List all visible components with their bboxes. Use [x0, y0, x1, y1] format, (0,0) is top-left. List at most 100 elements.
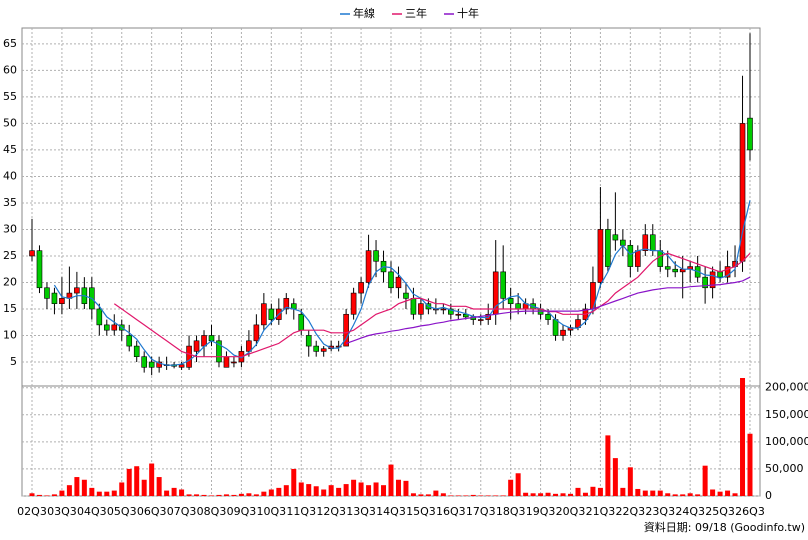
volume-bar [44, 495, 50, 496]
volume-bar [238, 493, 244, 496]
volume-bar [493, 495, 499, 496]
candle-body [418, 303, 424, 315]
x-tick-label: 25Q3 [705, 505, 735, 518]
y2-tick-label: 50,000 [765, 462, 804, 475]
x-tick-label: 23Q3 [645, 505, 675, 518]
y2-tick-label: 150,000 [765, 408, 808, 421]
volume-bar [313, 486, 319, 496]
volume-bar [597, 487, 603, 496]
y-tick-label: 40 [3, 169, 17, 182]
y-tick-label: 60 [3, 63, 17, 76]
candle-body [724, 266, 731, 278]
volume-bar [530, 493, 536, 496]
volume-bar [261, 491, 267, 496]
candle-body [283, 298, 290, 310]
volume-bar [582, 492, 588, 496]
candle-body [395, 276, 402, 289]
volume-bar [515, 473, 521, 496]
volume-bar [448, 495, 454, 496]
candle-body [29, 250, 35, 257]
candle-body [96, 308, 103, 326]
volume-bar [89, 487, 95, 496]
candle-body [388, 271, 394, 289]
volume-bar [306, 484, 312, 496]
volume-bar [66, 485, 72, 496]
volume-bar [381, 485, 387, 496]
volume-bar [74, 477, 80, 496]
volume-bar [440, 493, 446, 496]
x-tick-label: 04Q3 [77, 505, 107, 518]
volume-bar [388, 464, 394, 496]
y2-tick-label: 200,000 [765, 381, 808, 394]
candle-body [156, 361, 162, 368]
candle-body [208, 335, 215, 342]
x-tick-label: 24Q3 [675, 505, 705, 518]
x-tick-label: 15Q3 [406, 505, 436, 518]
y-tick-label: 15 [3, 302, 17, 315]
volume-bar [702, 465, 708, 496]
candle-body [231, 361, 237, 364]
volume-bar [171, 487, 177, 496]
volume-bar [725, 490, 731, 496]
volume-bar [149, 463, 155, 496]
volume-bar [366, 485, 372, 496]
volume-bar [156, 477, 162, 496]
candle-body [74, 287, 80, 294]
volume-bar [717, 491, 723, 496]
volume-bar [665, 493, 671, 496]
volume-bar [283, 485, 289, 496]
volume-bar [291, 468, 297, 496]
x-tick-label: 16Q3 [436, 505, 466, 518]
volume-bar [650, 490, 656, 496]
candle-body [717, 271, 723, 278]
candle-body [350, 292, 357, 315]
candle-body [178, 364, 185, 368]
volume-bar [455, 495, 461, 496]
candle-body [343, 313, 349, 347]
candle-body [36, 250, 43, 289]
candle-body [193, 340, 200, 352]
x-tick-label: 12Q3 [316, 505, 346, 518]
x-tick-label: 18Q3 [496, 505, 526, 518]
legend-label: 三年 [405, 6, 427, 20]
volume-bar [351, 479, 357, 496]
volume-bar [642, 490, 648, 496]
candle-body [373, 250, 379, 262]
volume-bar [612, 458, 618, 496]
volume-bar [223, 494, 229, 496]
candle-body [605, 229, 611, 267]
y-tick-label: 35 [3, 196, 17, 209]
candle-body [298, 313, 305, 331]
volume-bar [538, 493, 544, 496]
candle-body [612, 234, 619, 241]
volume-bar [96, 491, 102, 496]
candle-body [148, 361, 155, 368]
y-tick-label: 50 [3, 116, 17, 129]
volume-bar [478, 495, 484, 496]
volume-bar [523, 492, 529, 496]
candle-body [253, 324, 260, 342]
volume-bar [590, 486, 596, 496]
volume-bar [336, 487, 342, 496]
volume-bar [410, 493, 416, 496]
volume-bar [545, 492, 551, 496]
volume-bar [710, 489, 716, 496]
x-tick-label: 21Q3 [586, 505, 616, 518]
candle-body [627, 245, 634, 267]
x-tick-label: 07Q3 [167, 505, 197, 518]
candle-body [545, 313, 551, 320]
x-tick-label: 09Q3 [227, 505, 257, 518]
candle-body [635, 250, 641, 267]
candle-body [44, 287, 50, 299]
x-tick-label: 20Q3 [556, 505, 586, 518]
volume-bar [575, 487, 581, 496]
volume-bar [373, 482, 379, 496]
x-tick-label: 26Q3 [735, 505, 765, 518]
candle-body [186, 345, 192, 368]
candle-body [702, 276, 708, 289]
candle-body [365, 250, 372, 283]
candle-body [515, 303, 521, 310]
volume-bar [433, 490, 439, 496]
volume-bar [141, 479, 147, 496]
legend-label: 十年 [457, 6, 479, 20]
